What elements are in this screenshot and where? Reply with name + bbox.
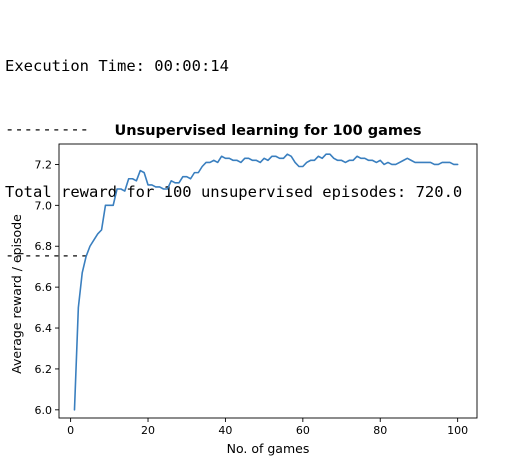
x-tick-label: 0 [67,424,74,437]
y-axis-label: Average reward / episode [9,214,24,374]
x-axis-label: No. of games [227,441,310,456]
y-tick-label: 6.4 [35,322,53,335]
reward-line-chart: Unsupervised learning for 100 games 0 20 4… [9,123,478,456]
y-tick-label: 6.6 [35,281,53,294]
x-tick-label: 80 [373,424,387,437]
y-tick-label: 6.0 [35,404,53,417]
separator-line: --------- [5,120,89,138]
x-tick-label: 20 [141,424,155,437]
x-tick-label: 40 [218,424,232,437]
total-reward-line: Total reward for 100 unsupervised episod… [5,183,463,201]
x-tick-label: 100 [447,424,468,437]
chart-title: Unsupervised learning for 100 games [114,123,421,139]
y-tick-label: 7.2 [35,158,53,171]
console-output: Execution Time: 00:00:14 --------- Total… [5,14,462,287]
y-tick-label: 6.2 [35,363,53,376]
reward-series-line [73,153,459,411]
y-tick-label: 7.0 [35,199,53,212]
separator-line: --------- [5,246,89,264]
execution-time-line: Execution Time: 00:00:14 [5,57,229,75]
x-tick-label: 60 [296,424,310,437]
plot-area: 0 20 40 60 80 100 6.0 6.2 6.4 6.6 6.8 7.0 7.2 [35,143,478,437]
axes-frame [58,143,478,419]
y-tick-label: 6.8 [35,240,53,253]
